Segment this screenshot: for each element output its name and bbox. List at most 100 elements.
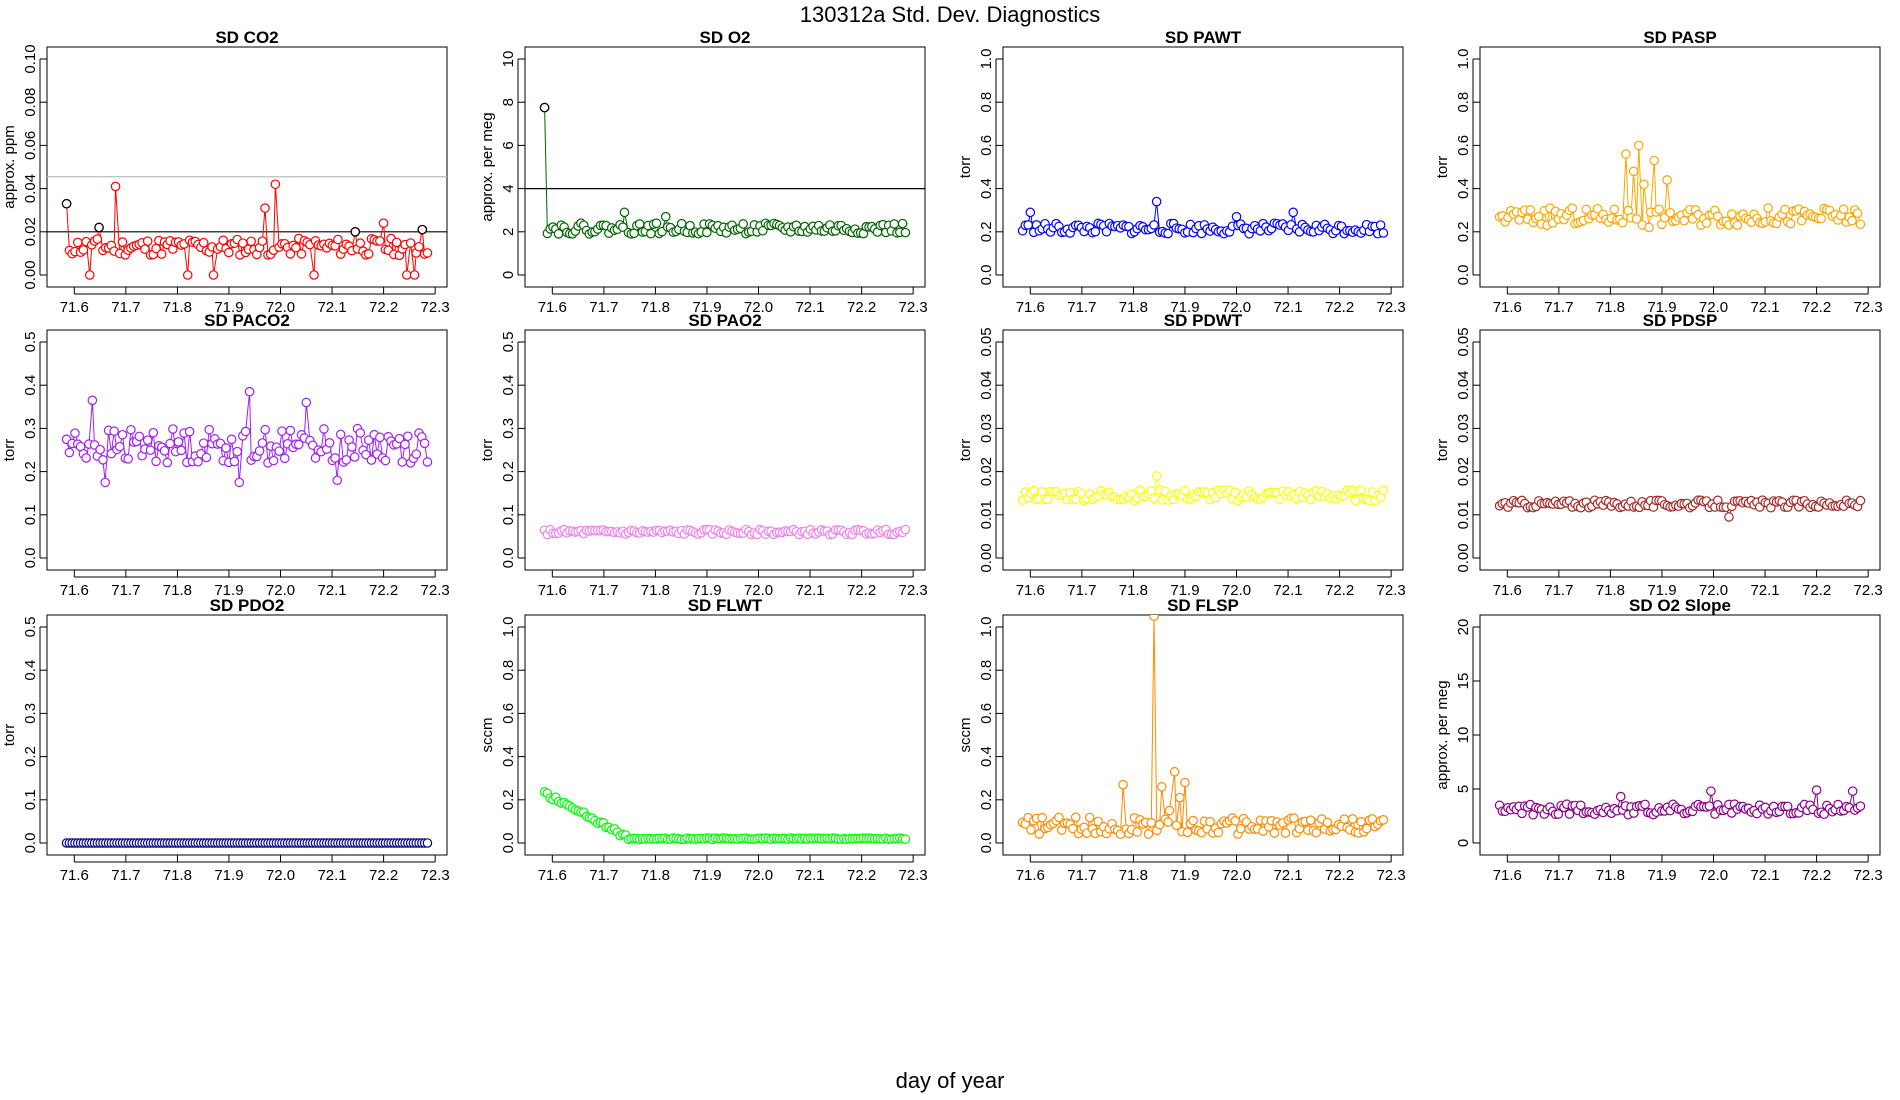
y-tick-label: 0 [1455,839,1472,847]
panel-title: SD PAO2 [688,311,761,330]
data-point [165,438,175,449]
y-tick-label: 0.8 [978,660,995,681]
x-tick-label: 71.8 [163,299,192,316]
data-point [274,446,284,456]
x-tick-label: 71.8 [641,582,670,599]
y-tick-label: 0.10 [22,44,39,73]
data-point [1188,815,1199,826]
data-point [1163,817,1173,827]
x-tick-label: 72.3 [899,867,928,884]
data-point [619,207,630,218]
plot-frame [1002,46,1404,288]
y-tick-label: 0.1 [22,789,39,810]
plot-frame [524,329,926,571]
series-line [544,107,906,236]
x-tick-label: 71.6 [1016,299,1045,316]
data-point [1347,814,1358,824]
y-tick-label: 0.05 [978,327,995,356]
data-point [618,222,628,232]
data-point [92,234,103,244]
x-tick-label: 71.7 [1067,582,1096,599]
data-point [95,444,105,455]
panel-title: SD O2 [699,28,750,47]
data-point [1042,494,1053,505]
data-point [1704,801,1715,811]
x-tick-label: 71.6 [538,867,567,884]
data-point [1649,155,1660,166]
data-point [1575,800,1586,811]
data-point [1182,827,1193,838]
data-point [394,433,405,444]
data-point [257,438,268,448]
data-point [182,270,193,280]
y-axis-label: approx. per meg [479,112,496,221]
data-point [229,456,240,467]
data-point [403,431,413,442]
data-point [1151,196,1162,207]
data-point [400,439,410,450]
y-tick-label: 0.0 [22,548,39,569]
x-tick-label: 72.2 [369,582,398,599]
y-axis-label: torr [1434,156,1451,179]
y-tick-label: 15 [1455,673,1472,690]
data-point [156,249,167,259]
x-tick-label: 71.6 [1493,299,1522,316]
data-point [1090,226,1101,237]
data-point [1796,215,1807,226]
y-tick-label: 0.4 [500,375,517,396]
x-tick-label: 72.2 [369,299,398,316]
data-point [1855,219,1866,230]
data-point [270,179,281,190]
data-point [1654,204,1664,215]
data-point [422,248,433,258]
x-tick-label: 71.7 [589,299,618,316]
x-tick-label: 72.2 [369,867,398,884]
y-tick-label: 0.01 [1455,500,1472,529]
y-tick-label: 0.4 [22,375,39,396]
x-tick-label: 71.7 [1544,299,1573,316]
data-point [114,441,125,452]
data-point [1070,812,1081,823]
data-point [1631,214,1642,224]
data-point [1213,827,1224,838]
data-point [87,395,98,406]
x-tick-label: 72.0 [744,582,773,599]
data-point [123,454,133,464]
y-tick-label: 6 [500,141,517,149]
data-point [409,270,420,280]
data-point [173,437,184,447]
x-tick-label: 71.8 [641,867,670,884]
data-point [319,424,329,434]
data-point [1093,816,1103,827]
x-tick-label: 72.0 [1699,582,1728,599]
data-point [162,457,173,468]
data-point [81,453,91,463]
data-point [145,445,156,456]
y-axis-label: sccm [957,718,974,753]
data-point [1311,827,1322,838]
x-tick-label: 71.9 [1647,582,1676,599]
data-point [897,218,908,229]
data-point [900,227,911,238]
y-tick-label: 0.02 [1455,457,1472,486]
x-tick-label: 71.7 [111,582,140,599]
data-point [254,446,265,456]
plot-frame [1479,614,1881,856]
data-point [285,249,296,259]
x-tick-label: 71.6 [1493,582,1522,599]
data-point [1146,818,1157,828]
panel-sd-pawt: SD PAWT torr 0.0 0.2 0.4 0.6 0.8 1.0 71.6 71.7 71.… [957,28,1406,316]
plot-frame [1002,329,1404,571]
x-tick-label: 71.6 [538,299,567,316]
data-point [1553,809,1564,819]
data-point [1633,140,1644,151]
y-tick-label: 0.00 [978,543,995,572]
data-point [355,238,366,248]
figure-title: 130312a Std. Dev. Diagnostics [799,2,1101,27]
x-tick-label: 71.7 [111,867,140,884]
data-point [126,424,136,435]
data-point [84,270,95,280]
data-point [1149,493,1159,504]
y-tick-label: 0.0 [1455,265,1472,286]
